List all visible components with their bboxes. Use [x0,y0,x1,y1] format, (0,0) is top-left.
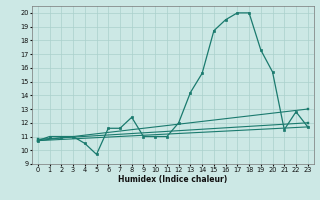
X-axis label: Humidex (Indice chaleur): Humidex (Indice chaleur) [118,175,228,184]
